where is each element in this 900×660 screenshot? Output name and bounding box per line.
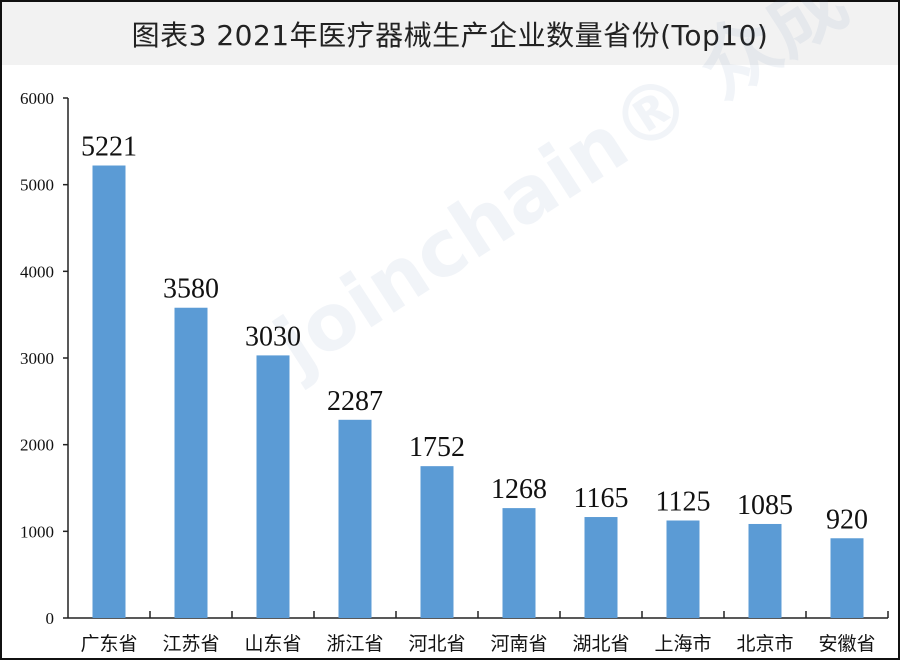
data-label: 1125 [656, 487, 711, 518]
bar-3 [256, 355, 290, 618]
data-label: 1752 [409, 432, 465, 463]
y-tick-label: 2000 [20, 436, 54, 455]
x-tick-label: 河南省 [490, 633, 547, 655]
x-tick-label: 北京市 [736, 633, 793, 655]
bar-8 [666, 520, 700, 618]
x-tick-label: 安徽省 [818, 633, 875, 655]
data-label: 5221 [81, 132, 137, 163]
data-label: 2287 [327, 386, 383, 417]
bar-9 [748, 523, 782, 618]
bar-10 [830, 538, 864, 618]
data-label: 1268 [491, 474, 547, 505]
data-label: 1165 [574, 483, 629, 514]
data-label: 3030 [245, 321, 301, 352]
y-tick-label: 4000 [20, 262, 54, 281]
bar-6 [502, 508, 536, 618]
y-tick-label: 0 [46, 609, 55, 628]
x-tick-label: 江苏省 [162, 633, 219, 655]
x-tick-label: 上海市 [654, 633, 711, 655]
x-tick-label: 广东省 [80, 633, 137, 655]
y-tick-label: 6000 [20, 89, 54, 108]
bar-4 [338, 419, 372, 618]
y-tick-label: 5000 [20, 176, 54, 195]
x-tick-label: 河北省 [408, 633, 465, 655]
chart-title: 图表3 2021年医疗器械生产企业数量省份(Top10) [131, 18, 769, 52]
bar-1 [92, 165, 126, 618]
bar-7 [584, 517, 618, 618]
data-label: 920 [826, 504, 868, 535]
y-tick-label: 1000 [20, 522, 54, 541]
x-tick-label: 浙江省 [326, 633, 383, 655]
title-bar: 图表3 2021年医疗器械生产企业数量省份(Top10) [2, 2, 898, 65]
bar-2 [174, 307, 208, 618]
data-label: 1085 [737, 490, 793, 521]
y-tick-label: 3000 [20, 349, 54, 368]
bar-5 [420, 466, 454, 618]
data-label: 3580 [163, 274, 219, 305]
x-tick-label: 山东省 [244, 633, 301, 655]
x-tick-label: 湖北省 [572, 633, 629, 655]
